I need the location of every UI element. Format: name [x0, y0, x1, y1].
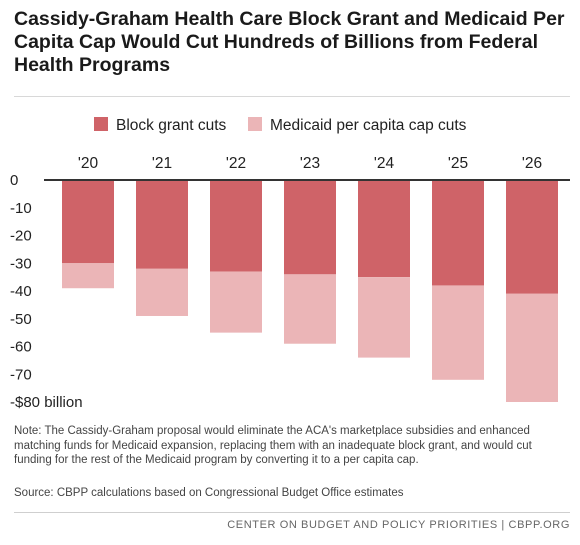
title-divider [14, 96, 570, 97]
x-tick-label: '21 [152, 155, 172, 172]
bar-per-capita-cap [506, 293, 558, 402]
bar-per-capita-cap [136, 268, 188, 316]
legend-swatch-1 [248, 117, 262, 131]
chart-title: Cassidy-Graham Health Care Block Grant a… [14, 8, 565, 76]
y-tick-label: -20 [10, 228, 32, 245]
legend-label-0: Block grant cuts [116, 117, 227, 134]
bar-per-capita-cap [210, 271, 262, 333]
y-tick-label: -10 [10, 200, 32, 217]
y-tick-label: -40 [10, 283, 32, 300]
stacked-bar-chart: Block grant cuts Medicaid per capita cap … [10, 117, 570, 411]
y-axis: 0 -10 -20 -30 -40 -50 -60 -70 -$80 billion [10, 172, 83, 411]
x-tick-label: '20 [78, 155, 99, 172]
bar-block-grant [432, 180, 484, 286]
bar-block-grant [136, 180, 188, 269]
footer-divider [14, 512, 570, 513]
y-tick-label: -70 [10, 366, 32, 383]
bars [62, 180, 558, 402]
y-tick-label: -30 [10, 255, 32, 272]
bar-block-grant [506, 180, 558, 294]
x-tick-label: '25 [448, 155, 468, 172]
x-tick-label: '22 [226, 155, 246, 172]
bar-per-capita-cap [358, 277, 410, 358]
chart-source: Source: CBPP calculations based on Congr… [14, 487, 404, 499]
legend: Block grant cuts Medicaid per capita cap … [94, 117, 467, 134]
bar-per-capita-cap [432, 285, 484, 380]
bar-block-grant [284, 180, 336, 275]
x-axis: '20 '21 '22 '23 '24 '25 '26 [78, 155, 542, 172]
x-tick-label: '24 [374, 155, 395, 172]
x-tick-label: '26 [522, 155, 542, 172]
y-tick-label: 0 [10, 172, 18, 189]
y-tick-label: -$80 billion [10, 394, 83, 411]
chart-note: Note: The Cassidy-Graham proposal would … [14, 425, 532, 466]
legend-swatch-0 [94, 117, 108, 131]
bar-block-grant [210, 180, 262, 272]
x-tick-label: '23 [300, 155, 320, 172]
y-tick-label: -60 [10, 339, 32, 356]
y-tick-label: -50 [10, 311, 32, 328]
bar-block-grant [62, 180, 114, 264]
bar-block-grant [358, 180, 410, 278]
bar-per-capita-cap [284, 274, 336, 344]
bar-per-capita-cap [62, 263, 114, 289]
footer-credit: CENTER ON BUDGET AND POLICY PRIORITIES |… [227, 519, 570, 531]
legend-label-1: Medicaid per capita cap cuts [270, 117, 467, 134]
